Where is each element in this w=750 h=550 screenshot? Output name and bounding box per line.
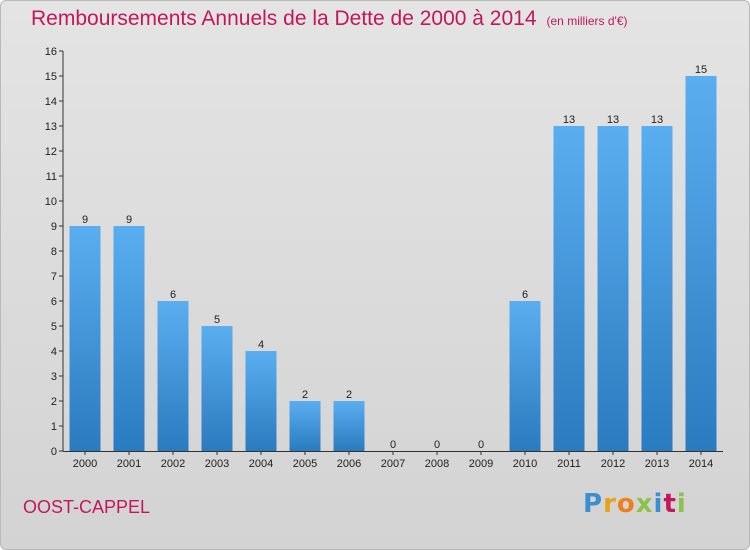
bar: [509, 301, 541, 451]
y-tick-label: 7: [51, 271, 57, 283]
data-label: 0: [478, 439, 484, 451]
logo-letter: P: [583, 489, 604, 519]
data-label: 2: [302, 389, 308, 401]
bar: [553, 126, 585, 451]
bar: [113, 226, 145, 451]
chart-title: Remboursements Annuels de la Dette de 20…: [31, 7, 628, 30]
bar: [289, 401, 321, 451]
y-tick-label: 14: [45, 96, 57, 108]
y-tick-label: 0: [51, 446, 57, 458]
x-tick-label: 2010: [513, 458, 537, 470]
y-tick-label: 4: [51, 346, 57, 358]
y-tick-label: 5: [51, 321, 57, 333]
logo-letter: t: [663, 489, 677, 519]
data-label: 9: [126, 214, 132, 226]
x-tick-label: 2011: [557, 458, 581, 470]
y-tick-label: 3: [51, 371, 57, 383]
data-label: 4: [258, 339, 264, 351]
y-tick-label: 11: [46, 171, 57, 183]
chart-subtitle: (en milliers d'€): [546, 14, 628, 28]
x-tick-label: 2002: [161, 458, 185, 470]
data-label: 13: [651, 114, 663, 126]
commune-name: OOST-CAPPEL: [23, 497, 151, 517]
y-tick-label: 12: [45, 146, 57, 158]
data-label: 13: [607, 114, 619, 126]
y-tick-label: 2: [51, 396, 57, 408]
data-label: 0: [390, 439, 396, 451]
logo-letter: i: [653, 489, 664, 519]
x-tick-label: 2008: [425, 458, 449, 470]
y-tick-label: 13: [45, 121, 57, 133]
data-label: 2: [346, 389, 352, 401]
y-tick-label: 8: [51, 246, 57, 258]
x-tick-label: 2004: [249, 458, 273, 470]
data-label: 6: [522, 289, 528, 301]
data-label: 5: [214, 314, 220, 326]
x-tick-label: 2005: [293, 458, 317, 470]
x-tick-label: 2013: [645, 458, 669, 470]
bar: [685, 76, 717, 451]
data-label: 13: [563, 114, 575, 126]
logo-letter: o: [616, 489, 636, 519]
bar: [157, 301, 189, 451]
bar: [333, 401, 365, 451]
y-tick-label: 9: [51, 221, 57, 233]
x-tick-label: 2009: [469, 458, 493, 470]
data-label: 9: [82, 214, 88, 226]
x-tick-label: 2007: [381, 458, 405, 470]
logo-letter: x: [635, 489, 654, 519]
y-tick-label: 15: [45, 71, 57, 83]
bar: [245, 351, 277, 451]
y-tick-label: 6: [51, 296, 57, 308]
logo-letter: r: [603, 489, 617, 519]
y-tick-label: 16: [45, 46, 57, 58]
y-tick-label: 10: [45, 196, 57, 208]
data-label: 6: [170, 289, 176, 301]
logo-letter: i: [676, 489, 687, 519]
data-label: 0: [434, 439, 440, 451]
bar: [597, 126, 629, 451]
bar: [641, 126, 673, 451]
x-tick-label: 2006: [337, 458, 361, 470]
bar: [69, 226, 101, 451]
proxiti-logo: Proxiti: [583, 489, 687, 519]
x-tick-label: 2012: [601, 458, 625, 470]
x-tick-label: 2000: [73, 458, 97, 470]
x-tick-label: 2001: [117, 458, 141, 470]
y-tick-label: 1: [51, 421, 57, 433]
x-tick-label: 2014: [689, 458, 713, 470]
bar: [201, 326, 233, 451]
data-label: 15: [695, 64, 707, 76]
x-tick-label: 2003: [205, 458, 229, 470]
